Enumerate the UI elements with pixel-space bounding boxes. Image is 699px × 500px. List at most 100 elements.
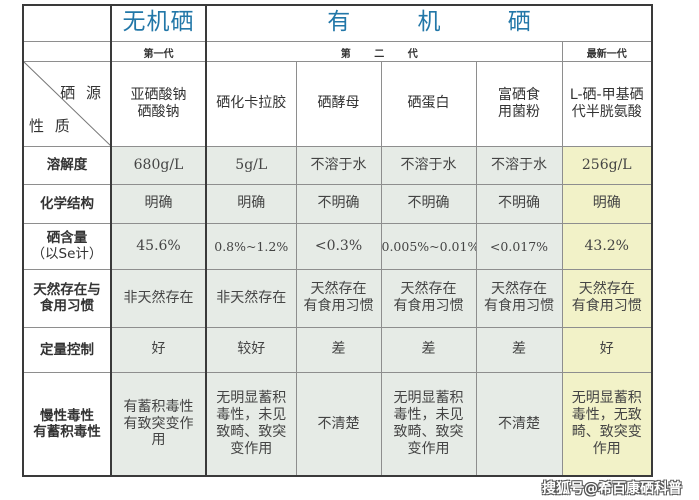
- source-selenium-protein: 硒蛋白: [380, 60, 477, 147]
- first-generation-label: 第一代: [143, 48, 174, 60]
- value-cell: 不清楚: [475, 371, 563, 477]
- source-row: 硒 源 性 质 亚硒酸钠 硒酸钠 硒化卡拉胶 硒酵母 硒蛋白 富硒食 用菌粉 L…: [22, 60, 653, 147]
- value-cell-highlight: 好: [561, 326, 653, 373]
- value-cell: 无明显蓄积 毒性，未见 致畸、致突 变作用: [380, 371, 477, 477]
- solubility-row: 溶解度 680g/L 5g/L 不溶于水 不溶于水 不溶于水 256g/L: [22, 145, 653, 185]
- row-label-text: 硒含量: [46, 230, 88, 246]
- value-cell: <0.3%: [295, 222, 382, 270]
- value-line: 无明显蓄积: [216, 390, 287, 407]
- value-cell-highlight: 天然存在 有食用习惯: [561, 268, 653, 328]
- value-cell-highlight: 43.2%: [561, 222, 653, 270]
- value-line: 变作用: [407, 440, 450, 457]
- diagonal-line-icon: [24, 62, 110, 146]
- value-line: 有食用习惯: [571, 298, 642, 315]
- watermark: 搜狐号@希百康硒科普: [542, 481, 682, 497]
- value-cell: 天然存在 有食用习惯: [475, 268, 563, 328]
- value-line: 非天然存在: [123, 289, 194, 306]
- value-line: 致畸、致突: [393, 423, 464, 440]
- value-cell: 5g/L: [205, 145, 297, 185]
- value-line: 无明显蓄积: [393, 390, 464, 407]
- value-line: 有致突变作: [123, 415, 194, 432]
- value-cell: 680g/L: [110, 145, 207, 185]
- row-label-text: 溶解度: [46, 157, 88, 174]
- value-line: 致畸、致突: [216, 423, 287, 440]
- source-l-semc: L-硒-甲基硒 代半胱氨酸: [561, 60, 653, 147]
- row-label-text: 天然存在与: [33, 282, 101, 298]
- source-line: 硒酵母: [317, 95, 360, 112]
- row-label-solubility: 溶解度: [22, 145, 112, 185]
- value-cell: 0.005%~0.01%: [380, 222, 477, 270]
- value-line: 作用: [592, 440, 621, 457]
- source-line: 用菌粉: [498, 103, 540, 120]
- property-label: 性 质: [29, 116, 73, 135]
- corner-top-blank: [22, 4, 112, 42]
- value-cell: 非天然存在: [205, 268, 297, 328]
- value-line: 毒性，未见: [393, 407, 464, 424]
- gen2-cell: 第 二 代: [205, 40, 563, 62]
- source-selenium-mushroom-powder: 富硒食 用菌粉: [475, 60, 563, 147]
- row-label-text: 定量控制: [40, 341, 94, 358]
- value-cell: 差: [475, 326, 563, 373]
- organic-title-cell: 有 机 硒: [205, 4, 653, 42]
- organic-selenium-title: 有 机 硒: [327, 9, 561, 36]
- selenium-source-label: 硒 源: [60, 83, 104, 102]
- value-cell: 不明确: [295, 183, 382, 224]
- row-label-text: 食用习惯: [40, 298, 94, 315]
- value-cell: 不溶于水: [295, 145, 382, 185]
- value-line: 毒性，无致: [571, 407, 642, 424]
- value-line: 不清楚: [498, 415, 540, 432]
- value-cell: 不明确: [475, 183, 563, 224]
- value-line: 非天然存在: [216, 289, 287, 306]
- value-line: 有食用习惯: [303, 298, 374, 315]
- value-cell: 差: [380, 326, 477, 373]
- value-line: 变作用: [230, 440, 273, 457]
- value-line: 天然存在: [491, 281, 547, 298]
- value-cell: 非天然存在: [110, 268, 207, 328]
- corner-gen-blank: [22, 40, 112, 62]
- value-line: 天然存在: [310, 281, 367, 298]
- row-label-text: 化学结构: [40, 195, 94, 212]
- selenium-content-row: 硒含量 （以Se计） 45.6% 0.8%~1.2% <0.3% 0.005%~…: [22, 222, 653, 270]
- source-selenium-carrageenan: 硒化卡拉胶: [205, 60, 297, 147]
- value-line: 无明显蓄积: [571, 390, 642, 407]
- quantitative-control-row: 定量控制 好 较好 差 差 差 好: [22, 326, 653, 373]
- value-cell: 差: [295, 326, 382, 373]
- source-line: 硒化卡拉胶: [216, 95, 287, 112]
- value-cell: 不溶于水: [380, 145, 477, 185]
- value-cell: 明确: [110, 183, 207, 224]
- row-label-quantitative-control: 定量控制: [22, 326, 112, 373]
- value-cell-highlight: 无明显蓄积 毒性，无致 畸、致突变 作用: [561, 371, 653, 477]
- value-cell: 明确: [205, 183, 297, 224]
- value-line: 天然存在: [578, 281, 635, 298]
- value-cell: 有蓄积毒性 有致突变作 用: [110, 371, 207, 477]
- value-line: 畸、致突变: [571, 423, 642, 440]
- value-cell: 0.8%~1.2%: [205, 222, 297, 270]
- chemical-structure-row: 化学结构 明确 明确 不明确 不明确 不明确 明确: [22, 183, 653, 224]
- value-line: 天然存在: [400, 281, 457, 298]
- value-cell: <0.017%: [475, 222, 563, 270]
- chronic-toxicity-row: 慢性毒性 有蓄积毒性 有蓄积毒性 有致突变作 用 无明显蓄积 毒性，未见 致畸、…: [22, 371, 653, 477]
- corner-diagonal-cell: 硒 源 性 质: [22, 60, 112, 147]
- value-line: 毒性，未见: [216, 407, 287, 424]
- source-line: 代半胱氨酸: [571, 103, 642, 120]
- value-cell: 不溶于水: [475, 145, 563, 185]
- row-label-selenium-content: 硒含量 （以Se计）: [22, 222, 112, 270]
- second-generation-label: 第 二 代: [340, 48, 428, 60]
- row-label-text: （以Se计）: [31, 246, 103, 263]
- row-label-chemical-structure: 化学结构: [22, 183, 112, 224]
- row-label-text: 有蓄积毒性: [33, 423, 101, 440]
- value-cell: 无明显蓄积 毒性，未见 致畸、致突 变作用: [205, 371, 297, 477]
- value-cell-highlight: 明确: [561, 183, 653, 224]
- value-cell: 天然存在 有食用习惯: [380, 268, 477, 328]
- source-line: L-硒-甲基硒: [569, 86, 644, 103]
- value-line: 有蓄积毒性: [123, 398, 194, 415]
- source-line: 亚硒酸钠: [130, 86, 187, 103]
- source-line: 富硒食: [498, 86, 540, 103]
- value-line: 有食用习惯: [484, 298, 554, 315]
- value-line: 用: [151, 432, 166, 449]
- latest-gen-cell: 最新一代: [561, 40, 653, 62]
- value-cell: 45.6%: [110, 222, 207, 270]
- row-label-text: 慢性毒性: [40, 407, 94, 424]
- selenium-comparison-table: 无机硒 有 机 硒 第一代 第 二 代 最新一代 硒 源 性 质 亚硒酸钠 硒酸…: [22, 4, 653, 478]
- inorganic-selenium-title: 无机硒: [122, 9, 195, 36]
